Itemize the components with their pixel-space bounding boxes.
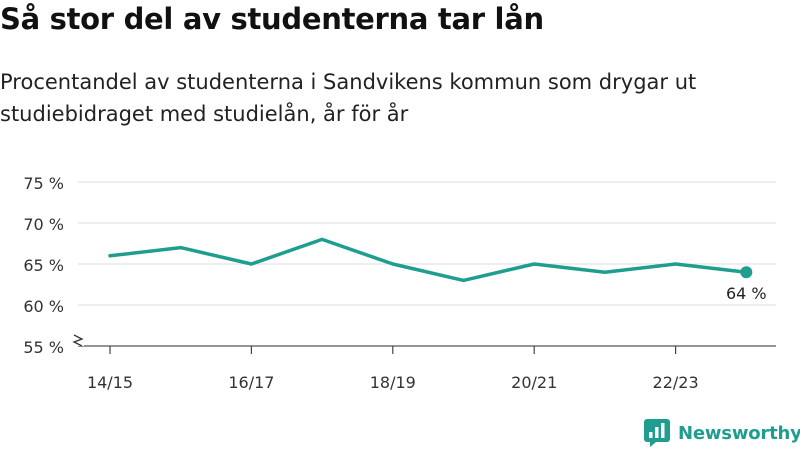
x-tick-label: 14/15 xyxy=(87,373,133,392)
y-tick-label: 70 % xyxy=(23,215,64,234)
axis-break-icon xyxy=(72,334,84,347)
brand-logo: Newsworthy xyxy=(644,419,800,447)
x-tick-label: 16/17 xyxy=(228,373,274,392)
x-tick-label: 22/23 xyxy=(653,373,699,392)
newsworthy-logo-icon xyxy=(644,419,670,447)
end-point-marker xyxy=(740,266,753,279)
x-tick-label: 18/19 xyxy=(370,373,416,392)
chart-title: Så stor del av studenterna tar lån xyxy=(0,2,544,36)
y-tick-label: 55 % xyxy=(23,338,64,357)
line-chart: 55 % 60 % 65 % 70 % 75 % 14/15 16/17 18/19 20/21… xyxy=(23,174,776,392)
end-value-label: 64 % xyxy=(726,284,767,303)
chart-subtitle: Procentandel av studenterna i Sandvikens… xyxy=(0,70,697,126)
y-tick-label: 75 % xyxy=(23,174,64,193)
x-tick-label: 20/21 xyxy=(511,373,557,392)
y-tick-label: 65 % xyxy=(23,256,64,275)
y-tick-label: 60 % xyxy=(23,297,64,316)
brand-name: Newsworthy xyxy=(678,422,800,444)
series-line xyxy=(108,237,749,283)
